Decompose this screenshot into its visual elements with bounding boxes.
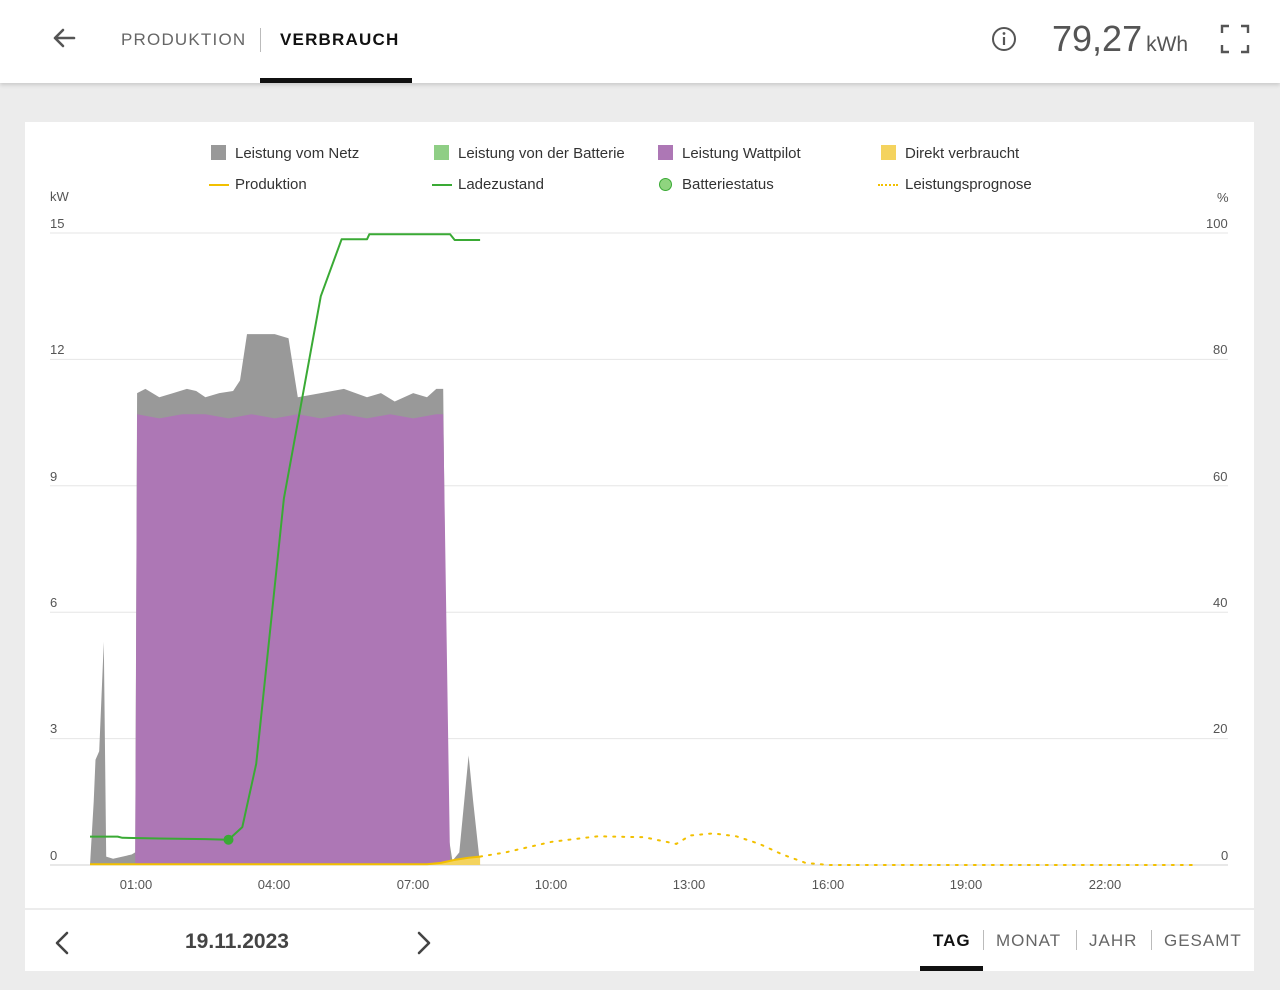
footer-bar	[25, 910, 1254, 971]
y-right-tick: 80	[1213, 342, 1228, 357]
period-divider	[1151, 930, 1152, 950]
y-left-tick: 6	[50, 595, 58, 610]
period-tab-tag[interactable]: TAG	[933, 931, 971, 950]
period-tab-monat[interactable]: MONAT	[996, 931, 1062, 950]
legend-swatch-produktion	[209, 184, 229, 186]
x-tick: 07:00	[396, 877, 430, 892]
y-left-tick: 9	[50, 469, 58, 484]
legend-label: Direkt verbraucht	[905, 145, 1020, 162]
period-tab-gesamt[interactable]: GESAMT	[1164, 931, 1242, 950]
y-right-unit: %	[1217, 190, 1229, 205]
legend-item-direkt[interactable]: Direkt verbraucht	[881, 145, 1019, 162]
y-right-tick: 60	[1213, 469, 1228, 484]
legend-item-ladezustand[interactable]: Ladezustand	[432, 176, 544, 193]
legend-swatch-direkt	[881, 145, 896, 160]
legend-item-wattpilot[interactable]: Leistung Wattpilot	[658, 145, 801, 162]
legend-label: Leistungsprognose	[905, 176, 1032, 193]
y-right-tick: 0	[1221, 848, 1229, 863]
y-left-tick: 3	[50, 721, 58, 736]
legend-swatch-netz	[211, 145, 226, 160]
legend-swatch-prognose	[878, 184, 898, 188]
legend-label: Leistung Wattpilot	[682, 145, 801, 162]
active-period-indicator	[920, 966, 983, 971]
energy-value: 79,27	[1052, 18, 1143, 59]
legend-item-produktion[interactable]: Produktion	[209, 176, 307, 193]
date-display[interactable]: 19.11.2023	[185, 930, 289, 953]
info-icon[interactable]	[991, 26, 1017, 52]
period-divider	[1076, 930, 1077, 950]
series-batteriestatus-point	[223, 834, 234, 845]
legend-swatch-batteriestatus	[659, 178, 672, 191]
legend-item-netz[interactable]: Leistung vom Netz	[211, 145, 359, 162]
legend-swatch-batterie	[434, 145, 449, 160]
legend-label: Batteriestatus	[682, 176, 774, 193]
y-right-tick: 20	[1213, 721, 1228, 736]
energy-unit: kWh	[1146, 33, 1189, 56]
legend-label: Leistung von der Batterie	[458, 145, 625, 162]
y-left-unit: kW	[50, 189, 69, 204]
series-leistungsprognose-line	[479, 832, 1199, 866]
next-date-icon[interactable]	[411, 930, 435, 956]
total-energy: 79,27 kWh	[1052, 18, 1188, 60]
legend-label: Ladezustand	[458, 176, 544, 193]
legend-label: Produktion	[235, 176, 307, 193]
legend-item-batterie[interactable]: Leistung von der Batterie	[434, 145, 625, 162]
series-produktion-line	[90, 855, 481, 866]
y-left-tick: 15	[50, 216, 65, 231]
legend-item-batteriestatus[interactable]: Batteriestatus	[658, 176, 774, 193]
active-tab-indicator	[260, 78, 412, 83]
x-tick: 19:00	[949, 877, 983, 892]
series-ladezustand-line	[90, 233, 481, 841]
legend-item-prognose[interactable]: Leistungsprognose	[878, 176, 1032, 193]
y-left-tick: 0	[50, 848, 58, 863]
tab-verbrauch[interactable]: VERBRAUCH	[280, 30, 400, 49]
legend-swatch-ladezustand	[432, 184, 452, 186]
x-tick: 01:00	[119, 877, 153, 892]
legend-swatch-wattpilot	[658, 145, 673, 160]
y-right-tick: 40	[1213, 595, 1228, 610]
x-tick: 04:00	[257, 877, 291, 892]
x-tick: 10:00	[534, 877, 568, 892]
y-right-tick: 100	[1206, 216, 1228, 231]
previous-date-icon[interactable]	[51, 930, 75, 956]
fullscreen-icon[interactable]	[1220, 24, 1250, 54]
series-leistung-wattpilot-area	[135, 414, 451, 865]
tab-produktion[interactable]: PRODUKTION	[121, 30, 247, 49]
top-bar: PRODUKTION VERBRAUCH 79,27 kWh	[0, 0, 1280, 83]
tab-divider	[260, 28, 261, 52]
legend-label: Leistung vom Netz	[235, 145, 360, 162]
period-divider	[983, 930, 984, 950]
period-tab-jahr[interactable]: JAHR	[1089, 931, 1138, 950]
y-left-tick: 12	[50, 342, 65, 357]
x-tick: 13:00	[672, 877, 706, 892]
x-tick: 22:00	[1088, 877, 1122, 892]
x-tick: 16:00	[811, 877, 845, 892]
back-arrow-icon[interactable]	[48, 22, 80, 54]
